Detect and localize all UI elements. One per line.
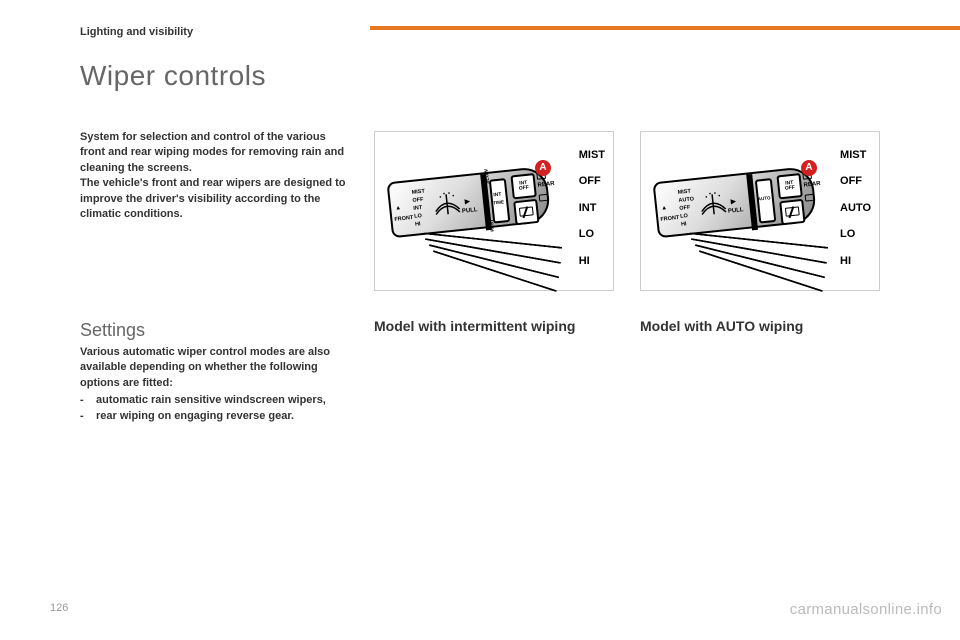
front-label: FRONT — [394, 215, 413, 223]
mode-item: HI — [579, 248, 605, 274]
callout-badge-a: A — [535, 160, 551, 176]
wiper-icon — [698, 189, 729, 220]
mode-item: LO — [840, 221, 871, 247]
callout-badge-a: A — [801, 160, 817, 176]
mode-item: OFF — [840, 168, 871, 194]
stalk-mode-label: MIST — [411, 189, 425, 196]
front-arrow-icon: ▲ — [661, 205, 668, 212]
settings-lead: Various automatic wiper control modes ar… — [80, 346, 330, 389]
diagram-caption: Model with intermittent wiping — [374, 318, 575, 334]
rear-label: REAR — [803, 181, 821, 189]
rear-wipe-button: INT OFF — [776, 173, 802, 199]
stalk-mode-label: HI — [681, 221, 687, 228]
watermark: carmanualsonline.info — [790, 601, 942, 618]
diagram-caption: Model with AUTO wiping — [640, 318, 803, 334]
rear-wash-icon — [539, 194, 549, 202]
settings-item: rear wiping on engaging reverse gear. — [80, 409, 350, 424]
page-number: 126 — [50, 602, 68, 614]
int-time-window: INT TIME — [489, 178, 511, 224]
rear-wash-button — [779, 199, 805, 225]
page-title: Wiper controls — [80, 60, 266, 92]
stalk-mode-label: LO — [414, 213, 422, 220]
diagram-auto: ▲ FRONT MIST AUTO OFF LO HI ► PULL AUTO … — [640, 131, 880, 291]
wiper-stalk: ▲ FRONT MIST AUTO OFF LO HI ► PULL AUTO … — [653, 166, 818, 238]
mode-item: MIST — [579, 142, 605, 168]
rear-label: REAR — [537, 181, 555, 189]
stalk-mode-label: MIST — [677, 189, 691, 196]
intro-paragraph: System for selection and control of the … — [80, 130, 350, 222]
accent-bar — [370, 26, 960, 30]
pull-label: PULL — [728, 207, 744, 215]
pull-label: PULL — [462, 207, 478, 215]
mode-item: AUTO — [840, 195, 871, 221]
section-label: Lighting and visibility — [80, 26, 193, 38]
mode-item: LO — [579, 221, 605, 247]
wiper-stalk: ▲ FRONT MIST OFF INT LO HI ► PULL SLOW F… — [387, 166, 552, 238]
auto-window: AUTO — [755, 178, 777, 224]
pull-arrow-icon: ► — [728, 196, 738, 207]
window-label: TIME — [493, 200, 504, 206]
mode-item: OFF — [579, 168, 605, 194]
mode-item: INT — [579, 195, 605, 221]
stalk-mode-label: INT — [413, 205, 422, 212]
front-label: FRONT — [660, 215, 679, 223]
mode-list: MIST OFF INT LO HI — [579, 142, 605, 274]
stalk-mode-label: OFF — [412, 197, 424, 204]
diagram-intermittent: ▲ FRONT MIST OFF INT LO HI ► PULL SLOW F… — [374, 131, 614, 291]
mode-item: HI — [840, 248, 871, 274]
window-label: AUTO — [758, 196, 771, 202]
mode-item: MIST — [840, 142, 871, 168]
rear-wipe-button: INT OFF — [510, 173, 536, 199]
window-label: INT — [493, 193, 502, 199]
stalk-mode-label: HI — [415, 221, 421, 228]
stalk-mode-label: LO — [680, 213, 688, 220]
rear-wash-button — [513, 199, 539, 225]
settings-item: automatic rain sensitive windscreen wipe… — [80, 393, 350, 408]
settings-body: Various automatic wiper control modes ar… — [80, 345, 350, 424]
tick-label: OFF — [785, 186, 796, 193]
rear-window-icon — [785, 206, 800, 216]
rear-wash-icon — [805, 194, 815, 202]
pull-arrow-icon: ► — [462, 196, 472, 207]
wiper-icon — [432, 189, 463, 220]
stalk-mode-label: AUTO — [678, 196, 694, 204]
tick-label: OFF — [519, 186, 530, 193]
stalk-mode-label: OFF — [679, 205, 691, 212]
front-arrow-icon: ▲ — [395, 205, 402, 212]
settings-heading: Settings — [80, 320, 145, 341]
mode-list: MIST OFF AUTO LO HI — [840, 142, 871, 274]
rear-window-icon — [519, 206, 534, 216]
